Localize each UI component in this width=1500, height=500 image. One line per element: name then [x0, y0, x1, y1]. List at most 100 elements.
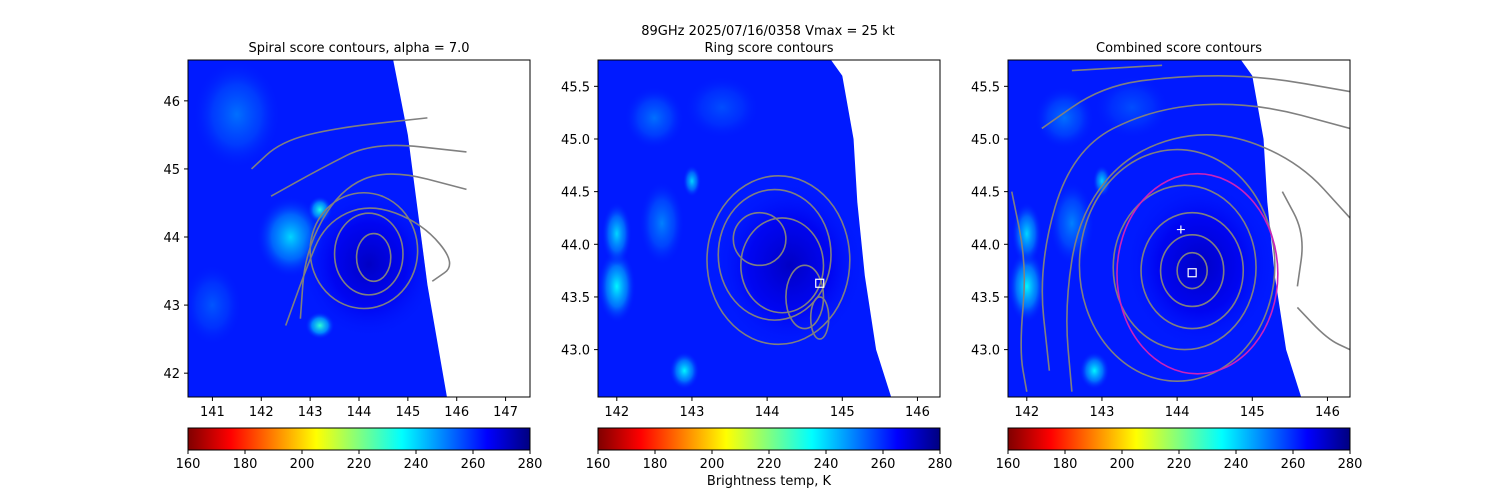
tb-feature — [598, 249, 636, 324]
contour-line — [333, 212, 404, 296]
x-tick-label: 144 — [755, 405, 780, 420]
contour-line — [1010, 191, 1028, 392]
colorbar-tick-label: 280 — [928, 457, 953, 472]
panel-combined-score: Combined score contours 142 143 144 145 146 43… — [971, 41, 1362, 472]
colorbar-tick-label: 160 — [996, 457, 1021, 472]
x-tick-label: 146 — [1315, 405, 1340, 420]
contour-line — [1112, 184, 1257, 351]
colorbar-tick-label: 220 — [1167, 457, 1192, 472]
tb-feature — [682, 165, 701, 197]
tb-feature — [1049, 181, 1095, 266]
y-tick-label: 44.5 — [971, 186, 1000, 201]
x-tick-label: 145 — [1240, 405, 1265, 420]
contour-line — [1140, 211, 1245, 330]
x-tick-label: 147 — [493, 405, 518, 420]
y-tick-label: 46 — [163, 95, 180, 110]
contour-line — [740, 217, 825, 314]
colorbar-tick-label: 180 — [643, 457, 668, 472]
y-tick-label: 45.0 — [971, 133, 1000, 148]
tb-field — [1008, 60, 1302, 397]
colorbar-tick-label: 220 — [757, 457, 782, 472]
y-tick-label: 45.5 — [561, 80, 590, 95]
panel-title: Combined score contours — [1096, 41, 1262, 56]
x-tick-label: 142 — [604, 405, 629, 420]
tb-field — [598, 60, 892, 397]
colorbar-tick-label: 180 — [233, 457, 258, 472]
y-tick-label: 44.5 — [561, 186, 590, 201]
axes-frame — [1007, 59, 1351, 398]
contour-line — [309, 191, 419, 310]
contour-line — [355, 232, 392, 283]
y-tick-label: 44.0 — [971, 238, 1000, 253]
colorbar — [1007, 427, 1351, 451]
contour-line — [284, 207, 451, 326]
contour-line — [250, 117, 428, 170]
score-contours — [1010, 64, 1350, 392]
tb-feature — [1034, 86, 1095, 150]
colorbar-tick-label: 240 — [814, 457, 839, 472]
tb-feature — [601, 202, 632, 266]
panel-ring-score: Ring score contours 142 143 144 145 146 43.0 43… — [561, 41, 952, 472]
tb-feature — [624, 86, 685, 150]
contour-line — [1078, 148, 1276, 383]
y-tick-label: 42 — [163, 367, 180, 382]
colorbar-tick-label: 260 — [1281, 457, 1306, 472]
contour-line — [732, 211, 787, 267]
tb-feature — [1124, 181, 1275, 350]
tb-feature — [1094, 75, 1170, 139]
contour-line — [1041, 74, 1350, 130]
x-tick-label: 141 — [200, 405, 225, 420]
y-tick-label: 45.5 — [971, 80, 1000, 95]
contour-line — [1041, 103, 1350, 371]
y-tick-label: 45.0 — [561, 133, 590, 148]
tb-feature — [300, 189, 438, 340]
panel-title: Ring score contours — [704, 41, 833, 56]
ring-fit-circle — [1116, 172, 1279, 375]
x-tick-label: 145 — [830, 405, 855, 420]
x-tick-label: 146 — [905, 405, 930, 420]
contour-line — [1071, 64, 1163, 72]
x-tick-label: 142 — [249, 405, 274, 420]
contour-line — [1176, 251, 1208, 290]
contour-line — [809, 296, 830, 340]
contour-line — [785, 264, 825, 330]
x-tick-label: 145 — [395, 405, 420, 420]
tb-feature — [684, 75, 760, 139]
colorbar-tick-label: 240 — [1224, 457, 1249, 472]
tb-feature — [1008, 249, 1046, 324]
contour-line — [1281, 191, 1303, 287]
x-tick-label: 144 — [1165, 405, 1190, 420]
y-tick-label: 43.0 — [561, 344, 590, 359]
x-tick-label: 144 — [347, 405, 372, 420]
colorbar-tick-label: 200 — [290, 457, 315, 472]
panel-title: Spiral score contours, alpha = 7.0 — [248, 41, 469, 56]
colorbar-tick-label: 200 — [700, 457, 725, 472]
contour-line — [1066, 133, 1350, 392]
tb-feature — [639, 181, 685, 266]
x-tick-label: 146 — [444, 405, 469, 420]
panel-spiral-score: Spiral score contours, alpha = 7.0 141 142… — [163, 41, 542, 472]
x-tick-label: 142 — [1014, 405, 1039, 420]
center-square-marker — [815, 278, 825, 288]
tb-feature — [1079, 351, 1110, 390]
colorbar-label: Brightness temp, K — [707, 474, 832, 489]
colorbar-tick-label: 180 — [1053, 457, 1078, 472]
tb-feature — [1011, 202, 1042, 266]
contour-line — [1159, 234, 1225, 308]
contour-line — [706, 175, 851, 346]
tb-feature — [188, 264, 242, 346]
colorbar-tick-label: 280 — [1338, 457, 1363, 472]
y-tick-label: 43.5 — [561, 291, 590, 306]
score-contours — [250, 117, 467, 326]
figure-suptitle: 89GHz 2025/07/16/0358 Vmax = 25 kt — [641, 24, 895, 39]
contour-line — [270, 144, 467, 197]
colorbar — [597, 427, 941, 451]
contour-line — [1296, 306, 1350, 351]
colorbar-tick-label: 220 — [347, 457, 372, 472]
score-contours — [706, 175, 851, 346]
tb-feature — [192, 60, 281, 169]
y-tick-label: 43.5 — [971, 291, 1000, 306]
colorbar-tick-label: 280 — [518, 457, 543, 472]
axes-frame — [597, 59, 941, 398]
tb-feature — [669, 351, 700, 390]
